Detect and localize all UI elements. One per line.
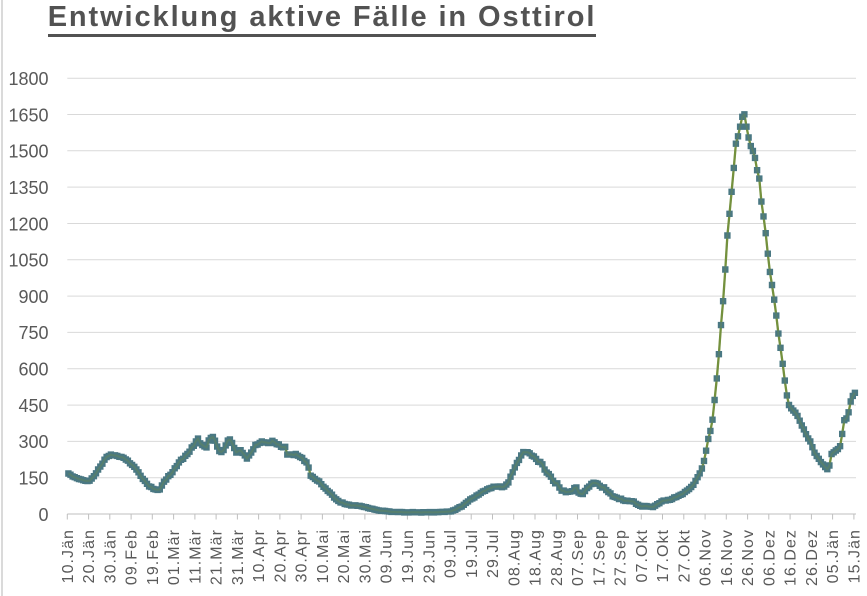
svg-text:450: 450 xyxy=(18,396,48,416)
svg-text:900: 900 xyxy=(18,287,48,307)
svg-text:10.Jän: 10.Jän xyxy=(60,529,77,583)
svg-text:26.Nov: 26.Nov xyxy=(740,529,757,586)
svg-text:31.Mär: 31.Mär xyxy=(230,529,247,585)
svg-text:600: 600 xyxy=(18,360,48,380)
svg-text:06.Nov: 06.Nov xyxy=(698,529,715,586)
svg-text:28.Aug: 28.Aug xyxy=(549,529,566,586)
svg-text:20.Jän: 20.Jän xyxy=(81,529,98,583)
svg-text:17.Sep: 17.Sep xyxy=(591,529,608,586)
svg-text:0: 0 xyxy=(38,505,48,525)
svg-text:19.Jun: 19.Jun xyxy=(400,529,417,583)
svg-text:27.Sep: 27.Sep xyxy=(613,529,630,586)
svg-text:150: 150 xyxy=(18,469,48,489)
svg-text:11.Mär: 11.Mär xyxy=(187,529,204,584)
svg-text:07.Sep: 07.Sep xyxy=(570,529,587,586)
svg-text:1650: 1650 xyxy=(8,105,48,125)
svg-text:16.Dez: 16.Dez xyxy=(783,529,800,586)
svg-text:21.Mär: 21.Mär xyxy=(209,529,226,585)
svg-text:26.Dez: 26.Dez xyxy=(804,529,821,586)
svg-text:30.Mai: 30.Mai xyxy=(358,529,375,583)
svg-text:27.Okt: 27.Okt xyxy=(676,529,693,582)
svg-text:19.Feb: 19.Feb xyxy=(145,529,162,585)
svg-text:20.Apr: 20.Apr xyxy=(273,529,290,582)
svg-text:09.Feb: 09.Feb xyxy=(124,529,141,585)
svg-text:16.Nov: 16.Nov xyxy=(719,529,736,586)
svg-text:15.Jän: 15.Jän xyxy=(846,529,863,583)
svg-text:09.Jul: 09.Jul xyxy=(443,529,460,578)
svg-text:1800: 1800 xyxy=(8,69,48,89)
svg-text:29.Jun: 29.Jun xyxy=(421,529,438,583)
svg-text:05.Jän: 05.Jän xyxy=(825,529,842,583)
svg-text:17.Okt: 17.Okt xyxy=(655,529,672,582)
svg-text:30.Apr: 30.Apr xyxy=(294,529,311,582)
svg-text:10.Mai: 10.Mai xyxy=(315,529,332,583)
svg-text:19.Jul: 19.Jul xyxy=(464,529,481,578)
svg-text:09.Jun: 09.Jun xyxy=(379,529,396,583)
svg-text:01.Mär: 01.Mär xyxy=(166,529,183,585)
svg-text:06.Dez: 06.Dez xyxy=(761,529,778,586)
svg-text:29.Jul: 29.Jul xyxy=(485,529,502,578)
svg-text:750: 750 xyxy=(18,323,48,343)
svg-text:20.Mai: 20.Mai xyxy=(336,529,353,583)
svg-text:1500: 1500 xyxy=(8,142,48,162)
svg-text:18.Aug: 18.Aug xyxy=(528,529,545,586)
svg-text:10.Apr: 10.Apr xyxy=(251,529,268,582)
svg-text:08.Aug: 08.Aug xyxy=(506,529,523,586)
svg-text:1200: 1200 xyxy=(8,214,48,234)
svg-text:30.Jän: 30.Jän xyxy=(102,529,119,583)
svg-text:1050: 1050 xyxy=(8,251,48,271)
svg-text:1350: 1350 xyxy=(8,178,48,198)
svg-text:07.Okt: 07.Okt xyxy=(634,529,651,582)
svg-text:300: 300 xyxy=(18,432,48,452)
